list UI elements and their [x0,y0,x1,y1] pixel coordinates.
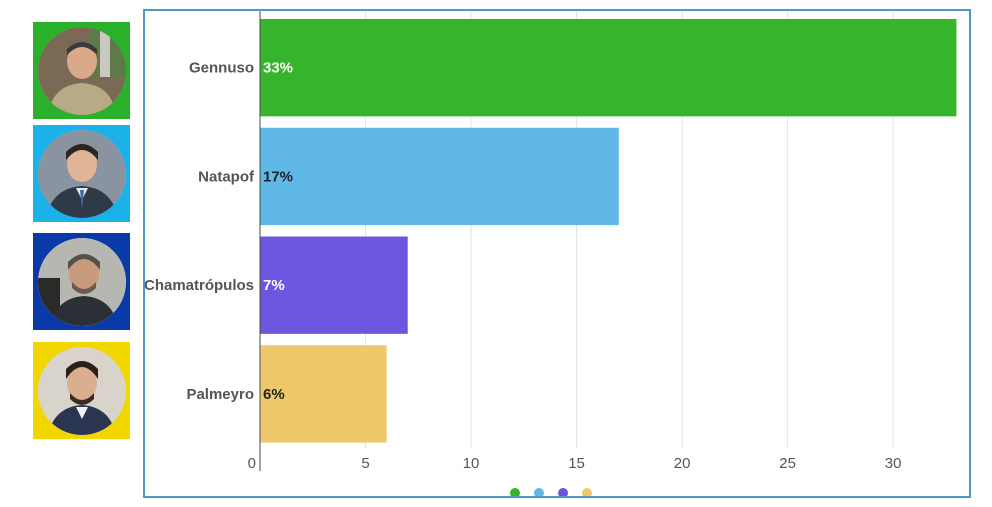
bar [260,19,957,117]
chart-frame: Gennuso 33% Natapof 17% Chamatrópulos 7% Palme… [143,9,971,498]
candidate-photo [37,26,126,115]
candidate-photo [37,129,126,218]
x-tick-label: 5 [361,455,369,472]
value-label: 33% [263,60,293,77]
candidate-photo-column [0,0,140,507]
legend-marker [510,488,520,496]
value-label: 17% [263,168,293,185]
bar-chart: Gennuso 33% Natapof 17% Chamatrópulos 7% Palme… [145,11,957,496]
bar [260,236,408,334]
x-tick-label: 15 [568,455,585,472]
x-tick-label: 10 [463,455,480,472]
legend-marker [582,488,592,496]
x-tick-label: 20 [674,455,691,472]
category-label: Chamatrópulos [145,277,254,294]
value-label: 6% [263,386,285,403]
x-tick-label: 0 [248,455,256,472]
legend-marker [534,488,544,496]
category-label: Gennuso [189,60,254,77]
x-tick-label: 25 [779,455,796,472]
value-label: 7% [263,277,285,294]
photo-tile-gennuso [33,22,130,119]
photo-tile-chamatropulos [33,233,130,330]
category-label: Natapof [198,168,255,185]
bar [260,345,387,443]
candidate-photo [37,346,126,435]
photo-tile-palmeyro [33,342,130,439]
x-tick-label: 30 [885,455,902,472]
category-label: Palmeyro [186,386,254,403]
candidate-photo [37,237,126,326]
legend-marker [558,488,568,496]
bar [260,127,619,226]
photo-tile-natapof [33,125,130,222]
